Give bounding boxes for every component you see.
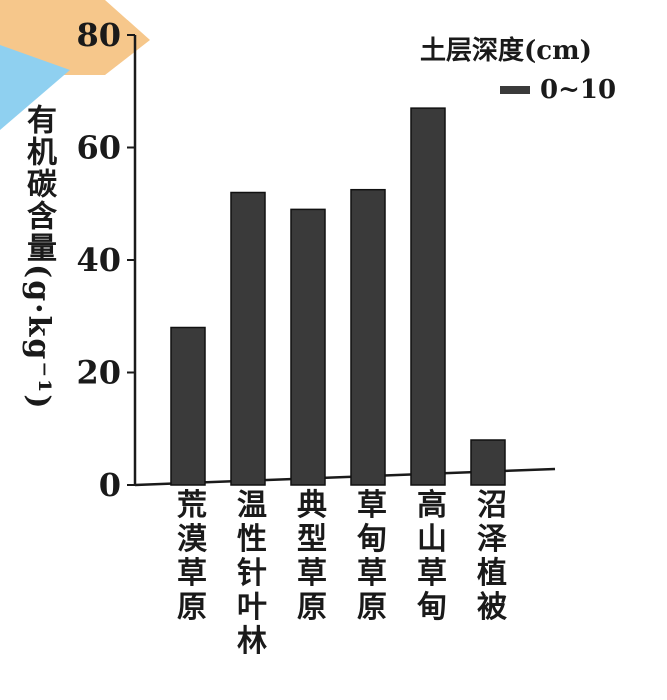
y-tick-label: 20 — [76, 354, 121, 392]
x-tick-label: 沼泽植被 — [477, 488, 507, 625]
legend-entry-label: 0~10 — [540, 75, 617, 105]
legend-entry: 0~10 — [500, 75, 660, 105]
corner-decoration — [0, 0, 150, 130]
orange-decor-shape — [0, 0, 150, 75]
y-tick-label: 80 — [76, 16, 121, 54]
x-tick-label: 高山草甸 — [417, 488, 447, 625]
y-tick-label: 60 — [76, 129, 121, 167]
y-axis-label: 有机碳含量(g·kg⁻¹) — [21, 103, 56, 411]
bars — [170, 107, 506, 486]
y-tick-label: 0 — [99, 466, 121, 504]
x-tick-label: 荒漠草原 — [177, 488, 208, 625]
legend-title: 土层深度(cm) — [420, 36, 592, 66]
blue-decor-shape — [0, 45, 70, 130]
x-tick-label: 温性针叶林 — [237, 488, 267, 659]
y-ticks: 0 20 40 60 80 — [76, 16, 135, 504]
legend-swatch — [500, 86, 530, 94]
y-tick-label: 40 — [76, 241, 121, 279]
legend: 土层深度(cm) 0~10 — [420, 30, 660, 105]
bar — [290, 208, 326, 486]
bar — [350, 188, 386, 486]
x-tick-label: 草甸草原 — [357, 488, 387, 625]
bar — [230, 191, 266, 486]
bar — [470, 439, 506, 486]
bar — [170, 326, 206, 486]
x-tick-label: 典型草原 — [297, 488, 327, 625]
bar — [410, 107, 446, 486]
